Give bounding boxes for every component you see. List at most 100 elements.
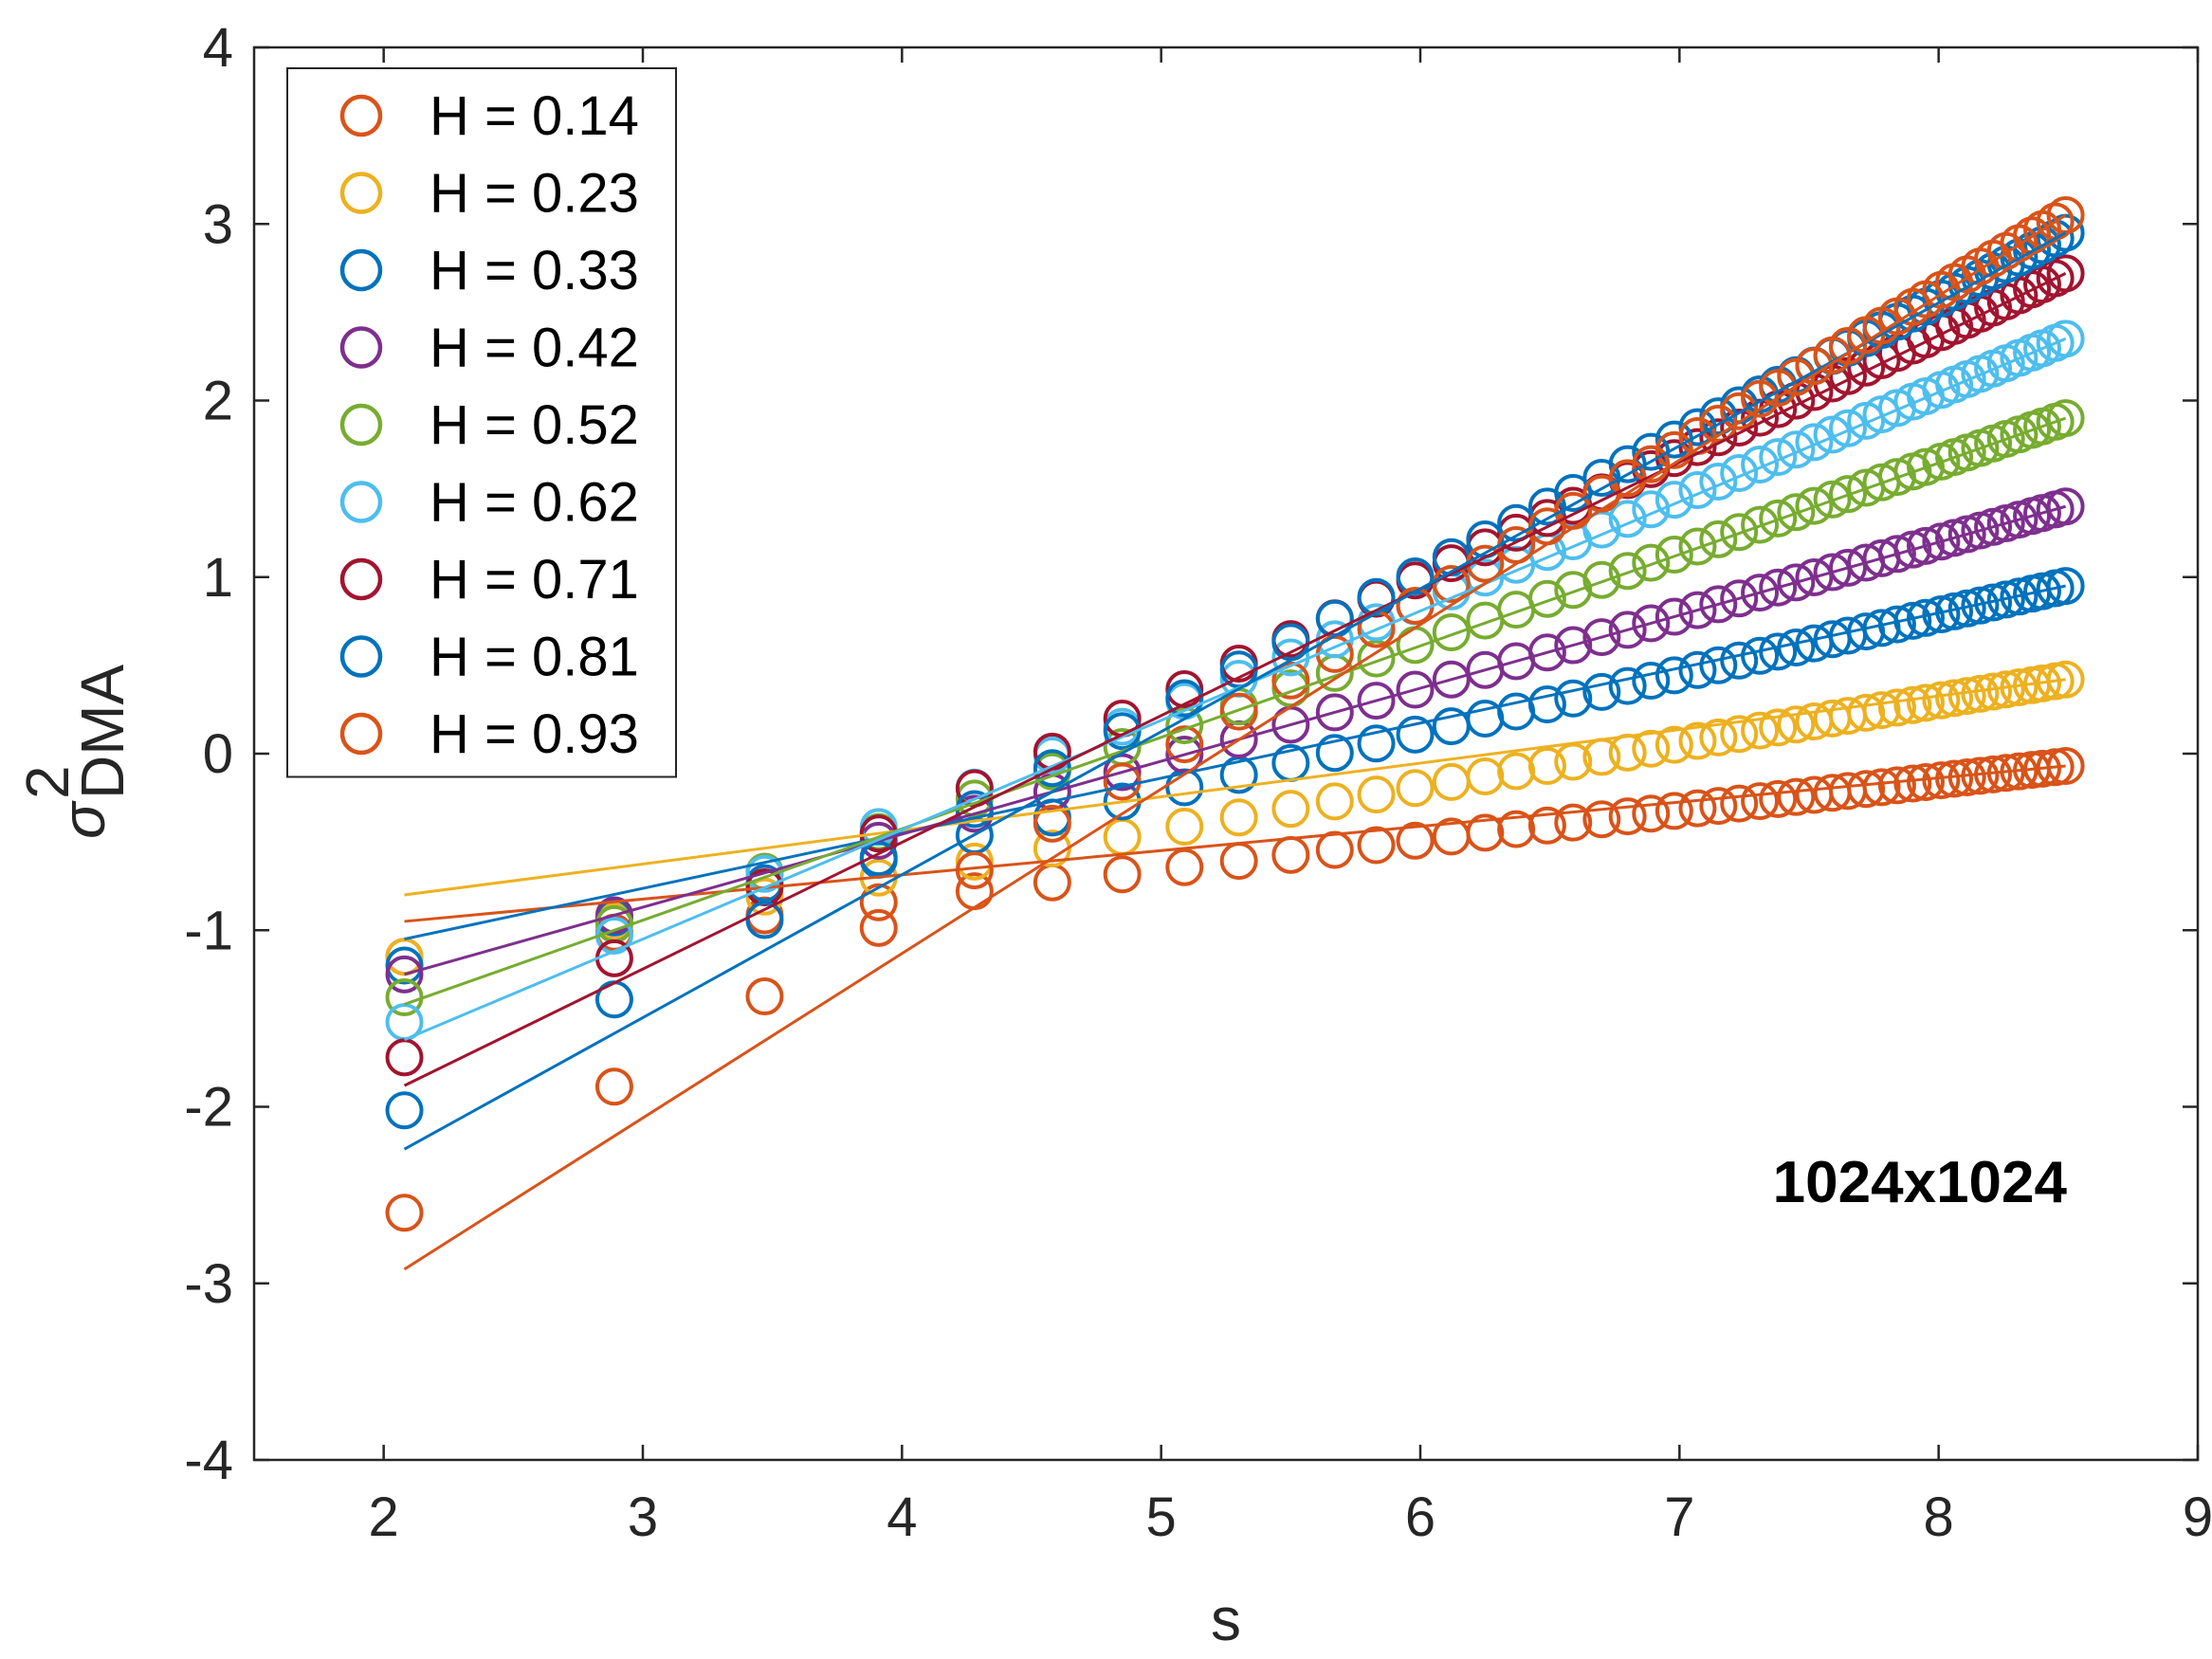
data-point (2046, 254, 2085, 293)
data-point (1829, 548, 1867, 587)
data-point (1741, 446, 1780, 484)
legend-label: H = 0.93 (430, 703, 639, 765)
data-point (1357, 826, 1396, 865)
fit-line (404, 416, 2067, 1006)
data-point (1466, 813, 1505, 852)
data-point (1741, 782, 1780, 821)
data-point (1699, 787, 1738, 826)
y-tick-label: 0 (203, 723, 233, 785)
fit-line (404, 584, 2066, 941)
data-point (1432, 660, 1471, 699)
data-point (1357, 775, 1396, 814)
data-point (1777, 705, 1816, 744)
data-point (1847, 693, 1886, 732)
data-point (1759, 779, 1798, 818)
data-point (1582, 618, 1621, 657)
fit-line (404, 504, 2067, 976)
legend: H = 0.14 H = 0.23 H = 0.33 H = 0.42 H = 0.52… (286, 67, 677, 778)
y-tick-label: -1 (184, 900, 233, 961)
data-point (1608, 797, 1647, 836)
data-point (1396, 715, 1435, 754)
data-point (1720, 715, 1759, 754)
data-point (1315, 830, 1354, 869)
data-point (1632, 604, 1671, 643)
data-point (1497, 752, 1536, 791)
data-point (1678, 721, 1717, 760)
data-point (1829, 326, 1867, 365)
axis-ticks: 2 3 4 5 6 7 8 9 -4 -3 -2 -1 0 1 2 3 4 (184, 17, 2212, 1548)
data-point (1922, 595, 1961, 634)
data-point (1165, 679, 1204, 718)
data-point (1893, 685, 1932, 724)
data-point (594, 1067, 633, 1106)
data-point (1554, 571, 1593, 610)
data-point (385, 955, 424, 994)
data-point (1877, 688, 1916, 727)
y-tick-label: 2 (203, 371, 233, 432)
data-point (1654, 536, 1693, 574)
legend-marker (339, 481, 383, 523)
legend-label: H = 0.33 (430, 240, 639, 301)
data-point (1922, 681, 1961, 720)
data-point (1699, 462, 1738, 501)
legend-label: H = 0.42 (430, 318, 639, 379)
data-point (1678, 470, 1717, 509)
y-tick-label: -4 (184, 1430, 233, 1491)
x-tick-label: 6 (1405, 1486, 1435, 1548)
data-point (1813, 553, 1852, 592)
data-point (1582, 672, 1621, 711)
x-tick-label: 8 (1924, 1486, 1954, 1548)
fit-line (403, 272, 2067, 1087)
data-point (1741, 574, 1780, 612)
data-point (1759, 568, 1798, 607)
data-point (1795, 486, 1834, 525)
data-point (1315, 782, 1354, 821)
data-point (955, 842, 994, 881)
data-point (1608, 611, 1647, 649)
data-point (1862, 768, 1901, 807)
data-point (385, 1038, 424, 1077)
data-point (1432, 565, 1471, 604)
data-point (1720, 513, 1759, 552)
data-point (1632, 662, 1671, 701)
data-point (1699, 520, 1738, 558)
legend-label: H = 0.81 (430, 627, 639, 688)
legend-marker (339, 94, 383, 137)
data-point (1632, 729, 1671, 768)
data-point (1527, 806, 1566, 845)
data-point (1720, 784, 1759, 823)
data-point (1527, 685, 1566, 724)
data-point (1795, 557, 1834, 596)
data-point (1654, 656, 1693, 695)
data-point (1795, 347, 1834, 386)
data-point (1165, 706, 1204, 745)
data-point (1103, 855, 1142, 894)
data-point (1527, 633, 1566, 672)
y-axis-label-subscript: DMA (68, 664, 137, 799)
y-axis-label: σ 2 DMA (13, 664, 137, 839)
data-point (1033, 749, 1071, 788)
data-point (1741, 711, 1780, 750)
data-point (1497, 503, 1536, 542)
data-point (1759, 708, 1798, 747)
data-point (1396, 821, 1435, 860)
data-point (1720, 579, 1759, 618)
data-point (1219, 798, 1258, 837)
data-point (1608, 552, 1647, 591)
data-point (1165, 736, 1204, 775)
data-point (745, 877, 784, 916)
y-tick-label: -2 (184, 1077, 233, 1139)
data-point (1396, 557, 1435, 596)
data-point (1961, 586, 2000, 625)
legend-label: H = 0.23 (430, 163, 639, 225)
data-point (1847, 770, 1886, 809)
data-point (385, 1091, 424, 1130)
data-point (1315, 734, 1354, 773)
data-point (859, 908, 898, 947)
data-point (1165, 670, 1204, 709)
data-point (1678, 428, 1717, 466)
y-tick-label: 1 (203, 547, 233, 609)
legend-label: H = 0.71 (430, 549, 639, 611)
x-tick-label: 9 (2183, 1486, 2212, 1548)
